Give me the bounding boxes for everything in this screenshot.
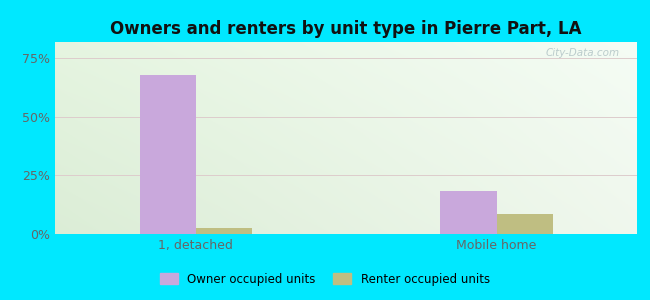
Bar: [497, 214, 552, 234]
Title: Owners and renters by unit type in Pierre Part, LA: Owners and renters by unit type in Pierr…: [111, 20, 582, 38]
Bar: [441, 191, 497, 234]
Bar: [140, 75, 196, 234]
Bar: [196, 228, 252, 234]
Text: City-Data.com: City-Data.com: [545, 48, 619, 58]
Legend: Owner occupied units, Renter occupied units: Owner occupied units, Renter occupied un…: [158, 270, 492, 288]
